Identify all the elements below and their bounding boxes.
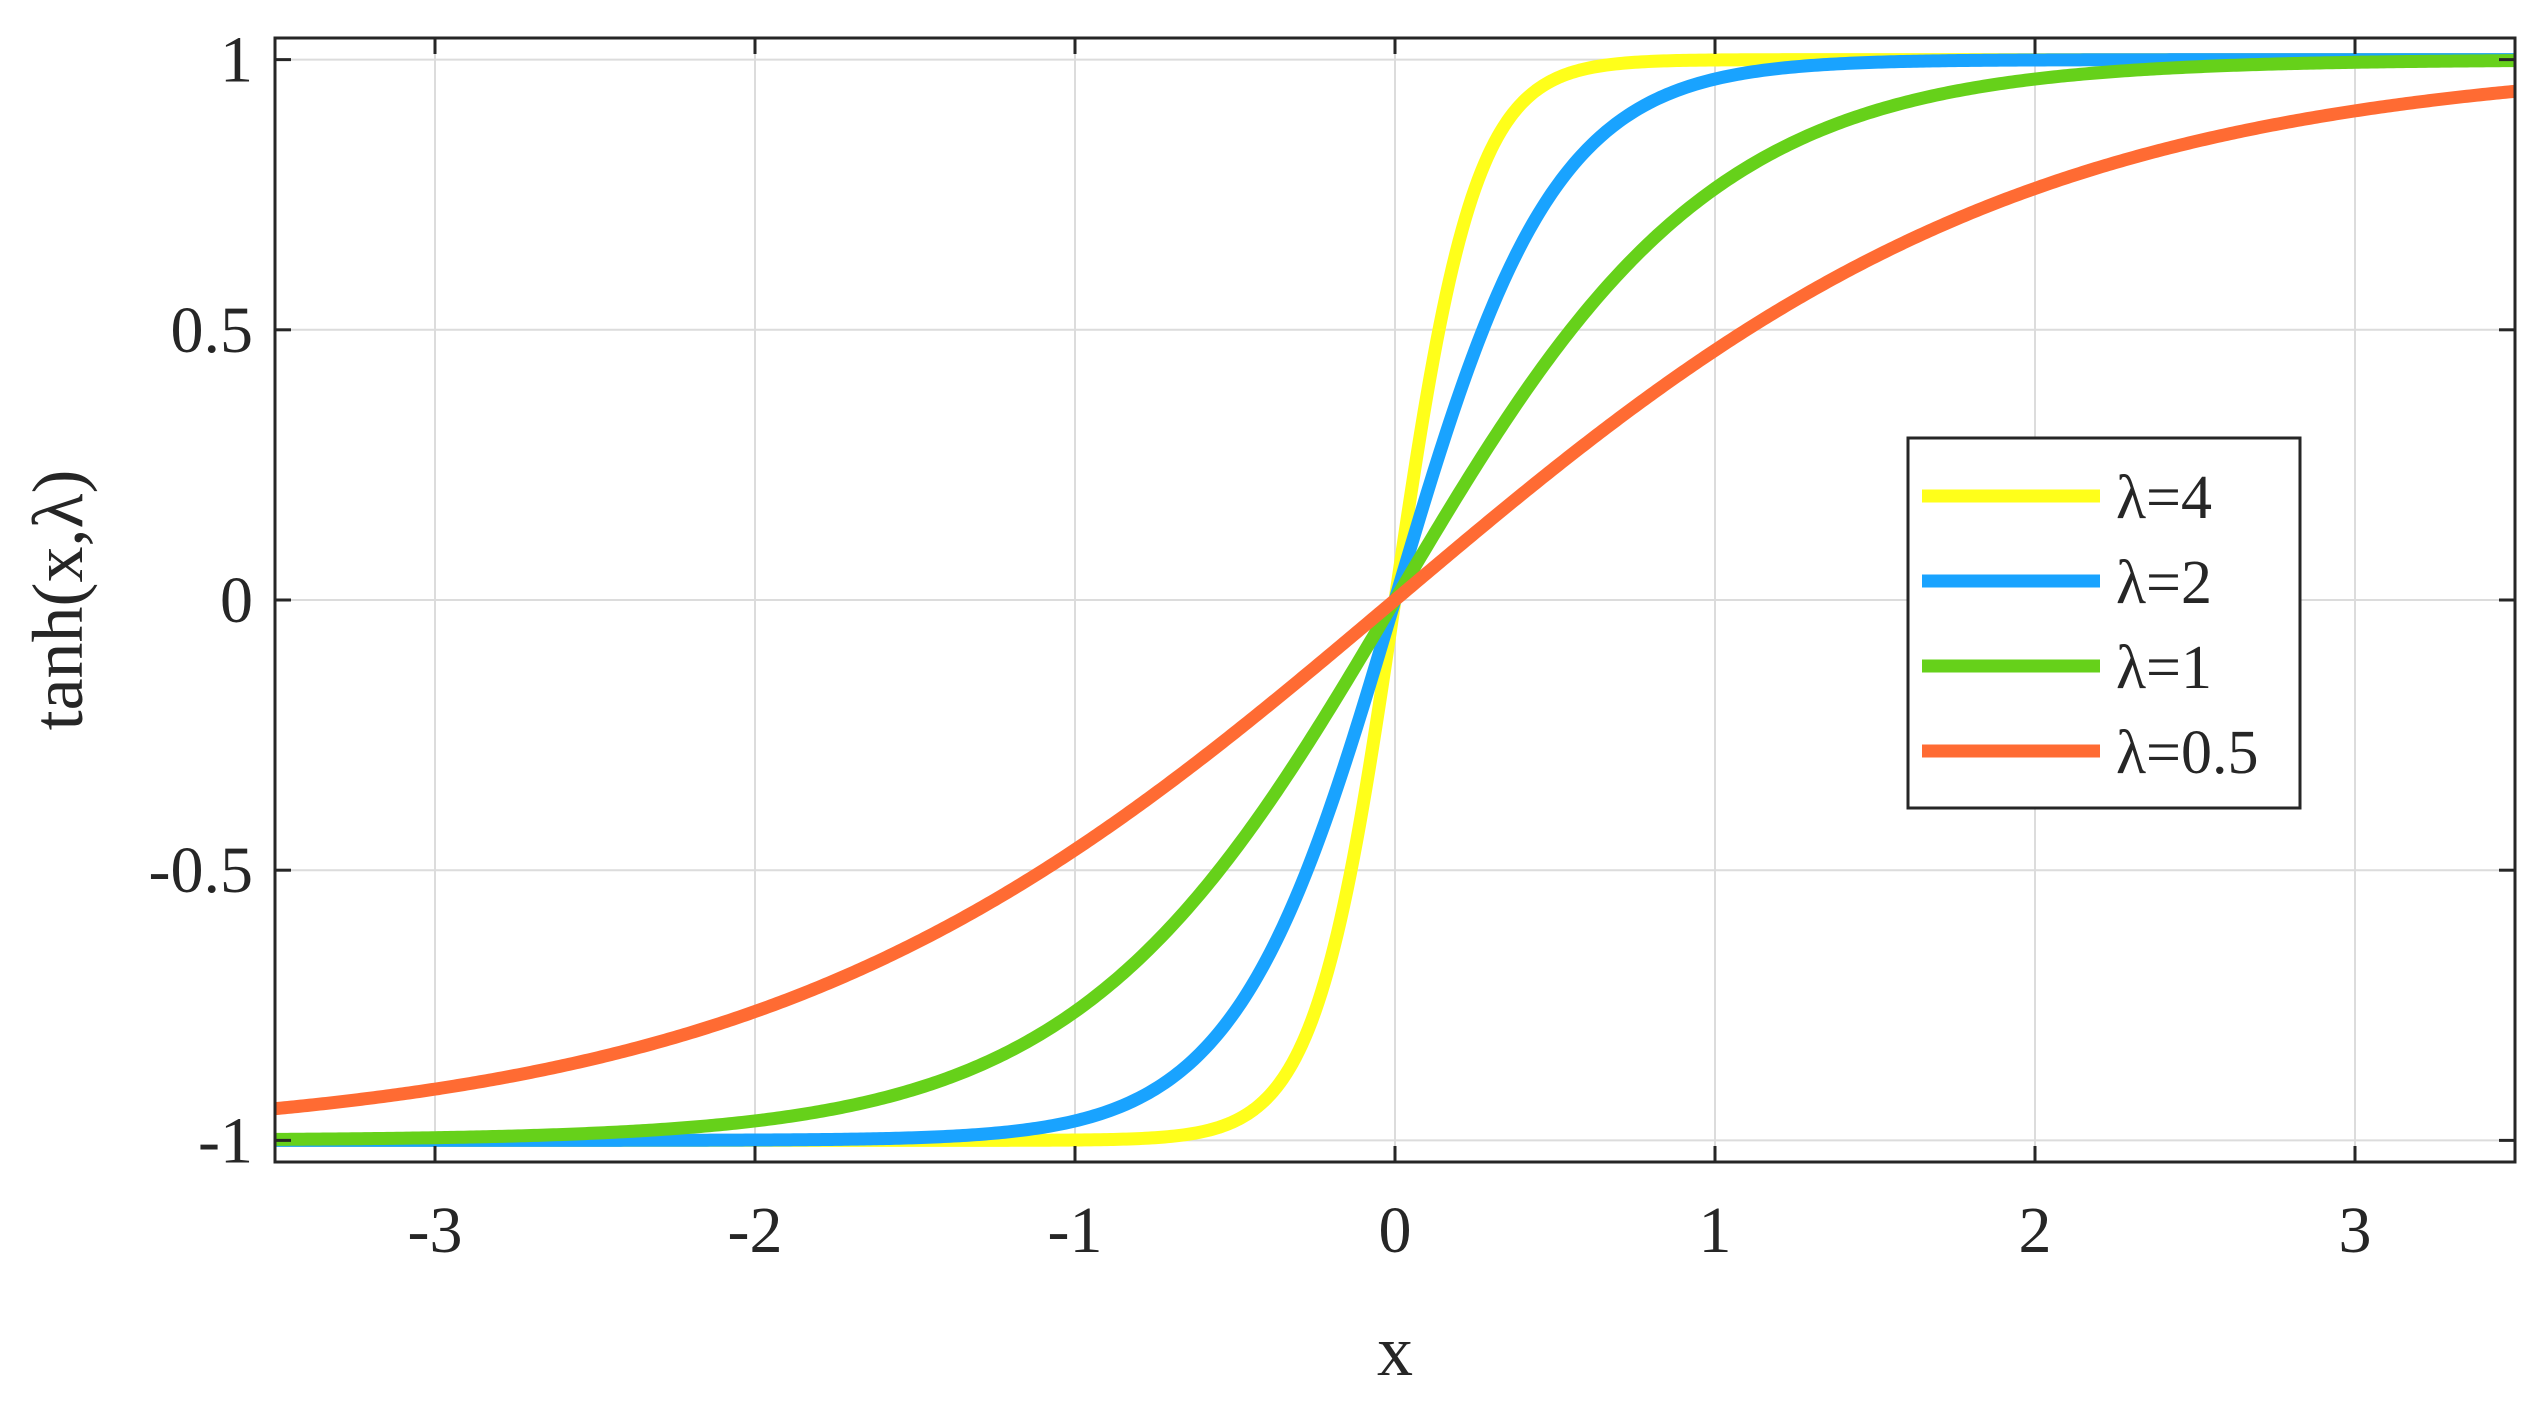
y-tick-label: -0.5	[149, 834, 253, 907]
x-tick-label: -3	[408, 1194, 463, 1267]
series-lines	[271, 53, 2519, 1147]
x-tick-label: -1	[1048, 1194, 1103, 1267]
x-tick-label: 2	[2019, 1194, 2052, 1267]
y-tick-label: 1	[220, 24, 253, 97]
y-tick-labels: -1 -0.5 0 0.5 1	[149, 24, 253, 1178]
y-tick-label: -1	[198, 1104, 253, 1177]
x-tick-label: 1	[1699, 1194, 1732, 1267]
legend-label: λ=0.5	[2116, 719, 2259, 787]
y-tick-label: 0	[220, 564, 253, 637]
y-axis-label: tanh(x,λ)	[18, 470, 98, 731]
legend-label: λ=1	[2116, 634, 2212, 702]
legend-label: λ=4	[2116, 464, 2212, 532]
x-tick-label: -2	[728, 1194, 783, 1267]
x-tick-labels: -3 -2 -1 0 1 2 3	[408, 1194, 2372, 1267]
axis-ticks	[275, 38, 2515, 1162]
x-tick-label: 0	[1379, 1194, 1412, 1267]
y-tick-label: 0.5	[171, 294, 254, 367]
series-line-3	[271, 84, 2519, 1116]
x-tick-label: 3	[2339, 1194, 2372, 1267]
x-axis-label: x	[1377, 1311, 1413, 1391]
legend-label: λ=2	[2116, 549, 2212, 617]
legend: λ=4 λ=2 λ=1 λ=0.5	[1906, 436, 2302, 810]
